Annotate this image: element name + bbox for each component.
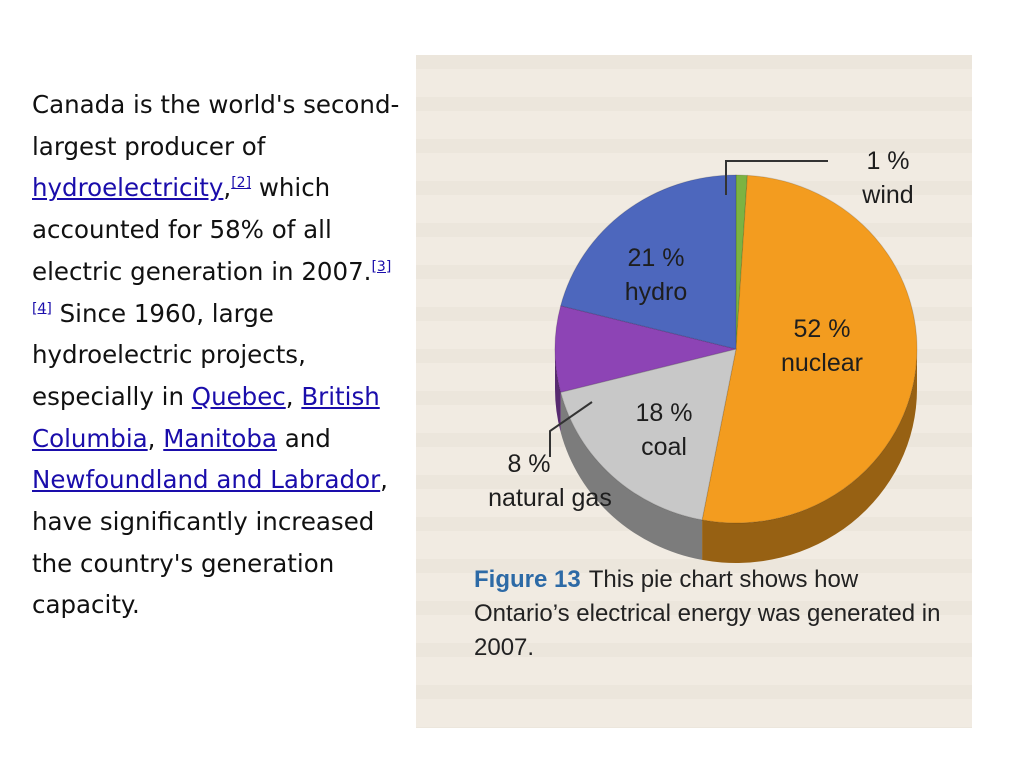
text-run: , have significantly increased the count… [32,465,388,620]
slice-value-nuclear: 52 % [794,315,851,343]
citation-link-3-4[interactable]: [3][4] [32,258,392,317]
pie-chart: 1 % wind 52 % nuclear 18 % coal 8 % natural gas… [488,147,918,563]
slice-value-wind: 1 % [866,147,909,175]
slice-label-coal: coal [641,433,687,461]
figure-label: Figure 13 [474,566,581,593]
text-run: , [147,423,164,453]
citation-link-2[interactable]: [2] [231,175,252,192]
text-run: Canada is the world's second-largest pro… [32,90,400,161]
figure-caption: Figure 13 This pie chart shows how Ontari… [474,563,954,665]
link-newfoundland-and-labrador[interactable]: Newfoundland and Labrador [32,465,381,495]
wind-leader-line [725,160,828,195]
link-manitoba[interactable]: Manitoba [163,423,277,453]
pie-side-nuclear [702,349,917,563]
pie-slice-natural-gas [554,305,737,393]
text-run: Since 1960, large hydroelectric projects… [32,298,306,411]
slice-value-hydro: 21 % [628,244,685,272]
textbook-figure-image: 1 % wind 52 % nuclear 18 % coal 8 % natural gas… [416,55,972,728]
body-paragraph: Canada is the world's second-largest pro… [32,84,404,626]
link-hydroelectricity[interactable]: hydroelectricity [32,173,224,203]
link-quebec[interactable]: Quebec [191,381,286,411]
natural-gas-leader-line [549,401,593,457]
text-run: , [285,381,302,411]
pie-side-natural-gas [555,349,561,433]
slice-label-natural-gas: natural gas [488,484,612,512]
pie-side-coal [560,392,703,560]
text-run: and [276,423,331,453]
pie-slice-hydro [560,174,737,350]
slice-label-wind: wind [861,181,913,209]
slice-value-natural-gas: 8 % [507,450,550,478]
pie-slice-wind [735,174,748,350]
slice-value-coal: 18 % [636,399,693,427]
pie-slice-coal [560,348,737,521]
link-british-columbia[interactable]: British Columbia [32,381,380,453]
pie-slice-nuclear [701,174,918,524]
slice-label-hydro: hydro [625,278,688,306]
slice-label-nuclear: nuclear [781,349,863,377]
text-run: which accounted for 58% of all electric … [32,173,372,286]
caption-text: This pie chart shows how Ontario’s elect… [474,566,941,661]
text-run: , [223,173,232,203]
